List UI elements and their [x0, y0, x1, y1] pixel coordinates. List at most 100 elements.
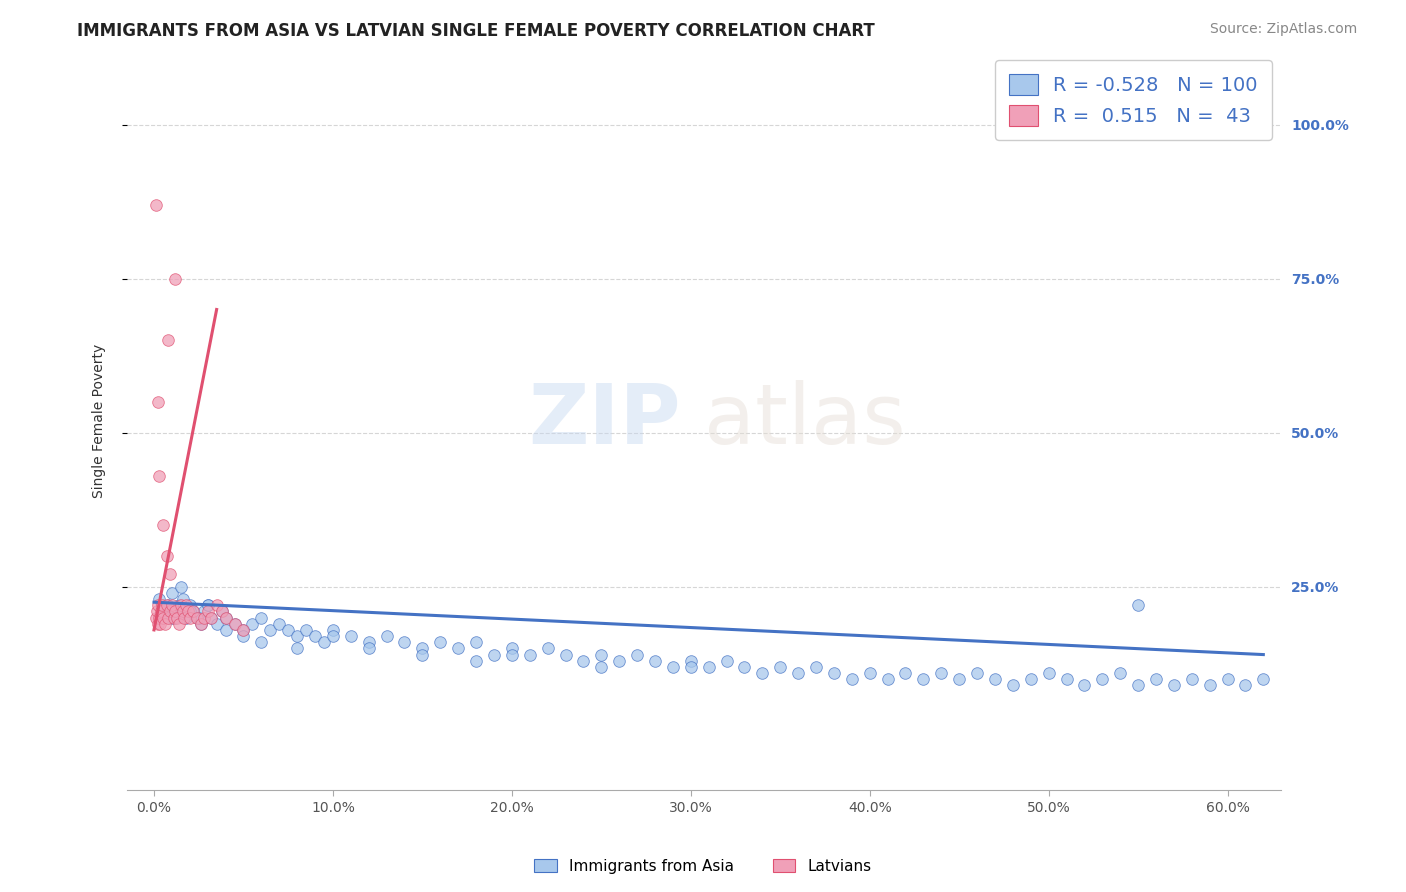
Point [166, 610, 188, 624]
Point [644, 654, 666, 668]
Point [322, 629, 344, 643]
Point [787, 666, 810, 681]
Point [172, 604, 194, 618]
Point [165, 610, 187, 624]
Point [269, 616, 291, 631]
Point [177, 604, 200, 618]
Point [205, 616, 228, 631]
Point [679, 654, 702, 668]
Point [1091, 672, 1114, 686]
Point [626, 648, 648, 662]
Point [200, 610, 222, 624]
Point [159, 567, 181, 582]
Point [447, 641, 470, 656]
Point [1073, 678, 1095, 692]
Point [411, 648, 433, 662]
Point [193, 610, 215, 624]
Point [482, 648, 505, 662]
Point [148, 468, 170, 483]
Point [394, 635, 416, 649]
Point [259, 623, 281, 637]
Point [232, 629, 254, 643]
Point [804, 660, 827, 674]
Point [211, 604, 233, 618]
Point [322, 623, 344, 637]
Point [179, 599, 201, 613]
Point [165, 604, 187, 618]
Point [1056, 672, 1078, 686]
Point [1126, 599, 1149, 613]
Point [429, 635, 451, 649]
Y-axis label: Single Female Poverty: Single Female Poverty [93, 343, 107, 498]
Point [165, 271, 187, 285]
Point [148, 592, 170, 607]
Text: Source: ZipAtlas.com: Source: ZipAtlas.com [1209, 22, 1357, 37]
Point [186, 610, 208, 624]
Point [183, 604, 205, 618]
Point [1198, 678, 1220, 692]
Point [145, 198, 167, 212]
Point [190, 616, 212, 631]
Point [155, 599, 177, 613]
Point [697, 660, 720, 674]
Point [894, 666, 917, 681]
Point [1109, 666, 1132, 681]
Point [214, 623, 236, 637]
Point [929, 666, 952, 681]
Point [232, 623, 254, 637]
Point [172, 592, 194, 607]
Point [465, 654, 488, 668]
Point [145, 604, 167, 618]
Point [1001, 678, 1024, 692]
Point [769, 660, 792, 674]
Point [197, 599, 219, 613]
Point [193, 604, 215, 618]
Text: IMMIGRANTS FROM ASIA VS LATVIAN SINGLE FEMALE POVERTY CORRELATION CHART: IMMIGRANTS FROM ASIA VS LATVIAN SINGLE F… [77, 22, 875, 40]
Point [150, 599, 173, 613]
Point [167, 616, 190, 631]
Point [1181, 672, 1204, 686]
Point [190, 616, 212, 631]
Legend: R = -0.528   N = 100, R =  0.515   N =  43: R = -0.528 N = 100, R = 0.515 N = 43 [995, 61, 1271, 140]
Point [912, 672, 935, 686]
Point [174, 599, 197, 613]
Point [340, 629, 363, 643]
Point [173, 610, 195, 624]
Point [145, 610, 167, 624]
Point [152, 518, 174, 533]
Point [170, 599, 193, 613]
Point [823, 666, 845, 681]
Point [312, 635, 335, 649]
Point [607, 654, 630, 668]
Point [197, 599, 219, 613]
Point [160, 599, 183, 613]
Point [174, 610, 197, 624]
Point [183, 604, 205, 618]
Point [591, 660, 613, 674]
Point [205, 599, 228, 613]
Point [146, 395, 169, 409]
Point [751, 666, 773, 681]
Point [157, 599, 180, 613]
Point [465, 635, 488, 649]
Point [679, 660, 702, 674]
Point [160, 610, 183, 624]
Point [146, 616, 169, 631]
Point [200, 610, 222, 624]
Point [716, 654, 738, 668]
Point [163, 610, 186, 624]
Point [157, 334, 180, 348]
Point [187, 610, 209, 624]
Point [285, 641, 308, 656]
Point [1019, 672, 1042, 686]
Legend: Immigrants from Asia, Latvians: Immigrants from Asia, Latvians [529, 853, 877, 880]
Point [1234, 678, 1257, 692]
Point [149, 616, 172, 631]
Point [1216, 672, 1239, 686]
Point [1253, 672, 1275, 686]
Point [733, 660, 755, 674]
Point [295, 623, 318, 637]
Point [152, 610, 174, 624]
Point [155, 549, 177, 563]
Point [304, 629, 326, 643]
